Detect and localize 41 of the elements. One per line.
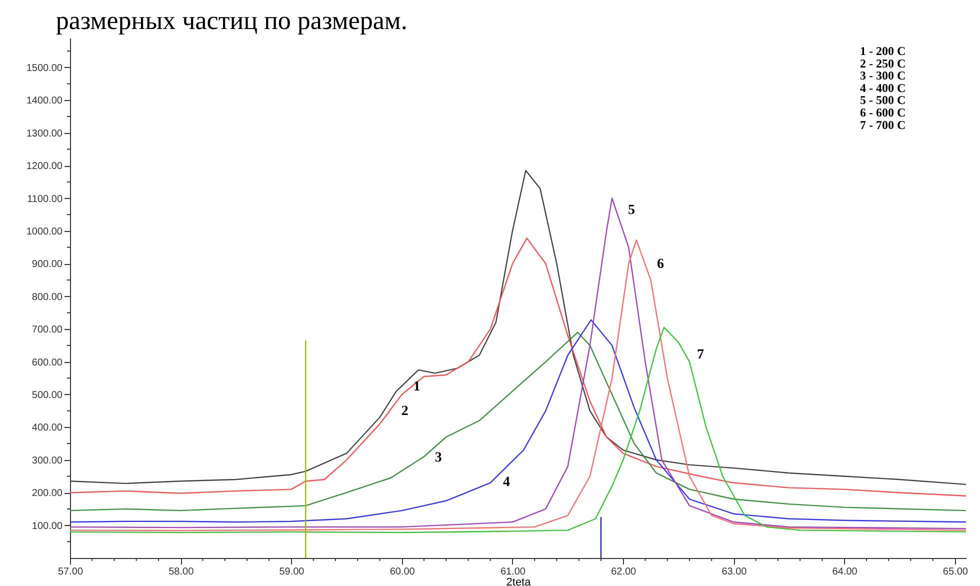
y-tick-label: 900.00 — [32, 259, 63, 270]
x-tick-label: 63.00 — [722, 566, 748, 578]
x-tick-label: 64.00 — [832, 566, 858, 578]
y-tick-label: 800.00 — [32, 292, 63, 303]
y-tick-label: 300.00 — [32, 455, 63, 466]
y-tick-label: 200.00 — [32, 488, 63, 500]
annotation: 1 - 200 C — [860, 44, 906, 58]
x-axis-title: 2teta — [506, 576, 532, 586]
annotation: 1 — [413, 379, 420, 394]
y-tick-label: 1400.00 — [26, 96, 63, 107]
x-tick-label: 58.00 — [168, 566, 194, 578]
annotation: 7 - 700 C — [860, 118, 906, 132]
y-tick-label: 1300.00 — [26, 128, 63, 140]
y-tick-label: 1500.00 — [26, 62, 63, 74]
y-tick-label: 1200.00 — [26, 161, 63, 172]
x-tick-label: 61.00 — [500, 566, 526, 578]
y-tick-label: 500.00 — [32, 390, 63, 401]
annotation: 7 — [697, 347, 704, 362]
annotation: 5 — [628, 203, 636, 218]
y-tick-label: 100.00 — [32, 520, 63, 532]
annotation: 6 — [656, 256, 664, 272]
y-tick-label: 600.00 — [32, 357, 63, 368]
x-tick-label: 59.00 — [279, 566, 305, 578]
x-tick-label: 60.00 — [390, 566, 416, 578]
chart-title: размерных частиц по размерам. — [56, 6, 408, 35]
y-tick-label: 700.00 — [32, 324, 63, 336]
y-tick-label: 400.00 — [32, 422, 63, 434]
x-tick-label: 62.00 — [611, 566, 637, 578]
annotation: 3 — [434, 450, 442, 466]
x-tick-label: 65.00 — [942, 566, 968, 578]
line-series — [70, 170, 966, 486]
annotation: 4 - 400 C — [860, 80, 906, 95]
annotation: 4 — [503, 475, 510, 490]
y-tick-label: 1000.00 — [26, 226, 63, 238]
annotation: 5 - 500 C — [860, 93, 906, 108]
annotation: 6 - 600 C — [860, 106, 906, 120]
x-tick-label: 57.00 — [58, 566, 84, 578]
annotation: 2 — [401, 404, 408, 420]
annotation: 3 - 300 C — [860, 68, 906, 83]
y-tick-label: 1100.00 — [27, 194, 63, 205]
annotation: 2 - 250 C — [860, 56, 906, 70]
